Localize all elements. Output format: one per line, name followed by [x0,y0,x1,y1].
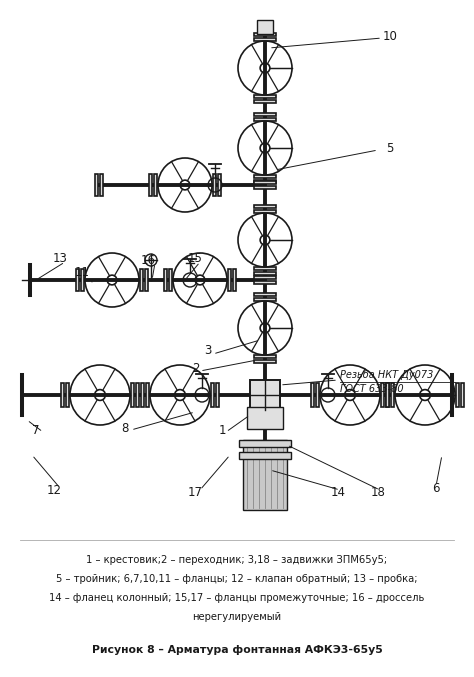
Text: 15: 15 [188,251,202,265]
Bar [239,440,291,447]
Bar [145,269,148,291]
Bar [386,383,389,407]
Bar [149,174,152,196]
Bar [239,452,291,459]
Bar [213,174,216,196]
Bar [218,174,221,196]
Text: ГОСТ 633-80: ГОСТ 633-80 [340,384,404,394]
Text: 3: 3 [204,343,212,357]
Bar [391,383,394,407]
Bar [254,210,276,213]
Text: 5: 5 [386,141,394,154]
Bar [254,355,276,358]
Bar [254,180,276,183]
Text: 5 – тройник; 6,7,10,11 – фланцы; 12 – клапан обратный; 13 – пробка;: 5 – тройник; 6,7,10,11 – фланцы; 12 – кл… [56,574,418,584]
Bar [254,38,276,41]
Bar [254,205,276,208]
Bar [254,118,276,121]
Bar [233,269,236,291]
Bar [254,281,276,284]
Bar [254,95,276,98]
Bar [254,186,276,189]
Bar [169,269,172,291]
Bar [131,383,134,407]
Bar [456,383,459,407]
Bar [250,380,280,410]
Bar [247,407,283,429]
Bar [164,269,167,291]
Bar [76,269,79,291]
Bar [146,383,149,407]
Bar [254,33,276,36]
Bar [254,267,276,270]
Bar [254,298,276,301]
Bar [61,383,64,407]
Bar [141,383,144,407]
Text: 2: 2 [192,362,200,374]
Bar [140,269,143,291]
Text: 10: 10 [383,30,397,43]
Text: 6: 6 [432,481,440,494]
Text: 16: 16 [140,253,155,267]
Bar [254,113,276,116]
Bar [257,20,273,34]
Bar [254,276,276,279]
Bar [136,383,139,407]
Text: 1 – крестовик;2 – переходник; 3,18 – задвижки ЗПМ65у5;: 1 – крестовик;2 – переходник; 3,18 – зад… [86,555,388,565]
Text: Рисунок 8 – Арматура фонтанная АФКЭ3-65у5: Рисунок 8 – Арматура фонтанная АФКЭ3-65у… [91,645,383,655]
Text: 1: 1 [218,424,226,437]
Bar [81,269,84,291]
Text: 11: 11 [74,267,90,280]
Text: Резьба НКТ Ду073: Резьба НКТ Ду073 [340,370,433,380]
Bar [254,293,276,296]
Bar [254,272,276,275]
Text: 12: 12 [46,483,62,496]
Text: 13: 13 [53,251,67,265]
Bar [100,174,103,196]
Bar [228,269,231,291]
Bar [386,383,389,407]
Bar [381,383,384,407]
Bar [254,181,276,184]
Bar [311,383,314,407]
Text: 8: 8 [121,422,128,435]
Text: 7: 7 [32,424,40,437]
Bar [154,174,157,196]
Bar [254,360,276,363]
Bar [66,383,69,407]
Text: 18: 18 [371,485,385,498]
Bar [216,383,219,407]
Bar [254,100,276,103]
Text: 17: 17 [188,485,202,498]
Bar [461,383,464,407]
Text: 14 – фланец колонный; 15,17 – фланцы промежуточные; 16 – дроссель: 14 – фланец колонный; 15,17 – фланцы про… [49,593,425,603]
Text: 14: 14 [330,485,346,498]
Bar [95,174,98,196]
Bar [211,383,214,407]
Bar [316,383,319,407]
Bar [254,175,276,178]
Text: нерегулируемый: нерегулируемый [192,612,282,622]
Bar [243,440,287,510]
